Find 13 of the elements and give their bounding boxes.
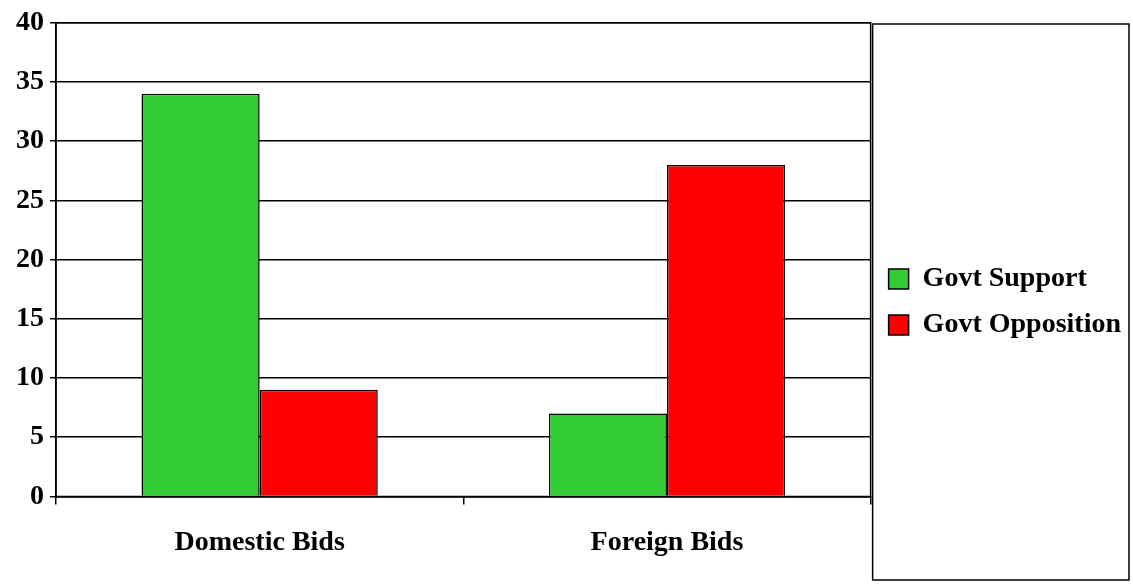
y-tick-label: 40 [16,5,44,37]
y-tick-label: 25 [16,182,44,214]
y-tick-label: 30 [16,123,44,155]
y-tick-label: 15 [16,301,44,333]
y-tick-label: 20 [16,241,44,273]
y-tick-label: 5 [30,419,44,451]
x-tick-label: Domestic Bids [174,525,345,557]
x-tick-label: Foreign Bids [590,525,744,557]
legend-label: Govt Opposition [922,307,1122,339]
legend-label: Govt Support [922,261,1088,293]
y-tick-label: 35 [16,64,44,96]
y-tick-label: 0 [30,478,44,510]
y-tick-label: 10 [16,360,44,392]
